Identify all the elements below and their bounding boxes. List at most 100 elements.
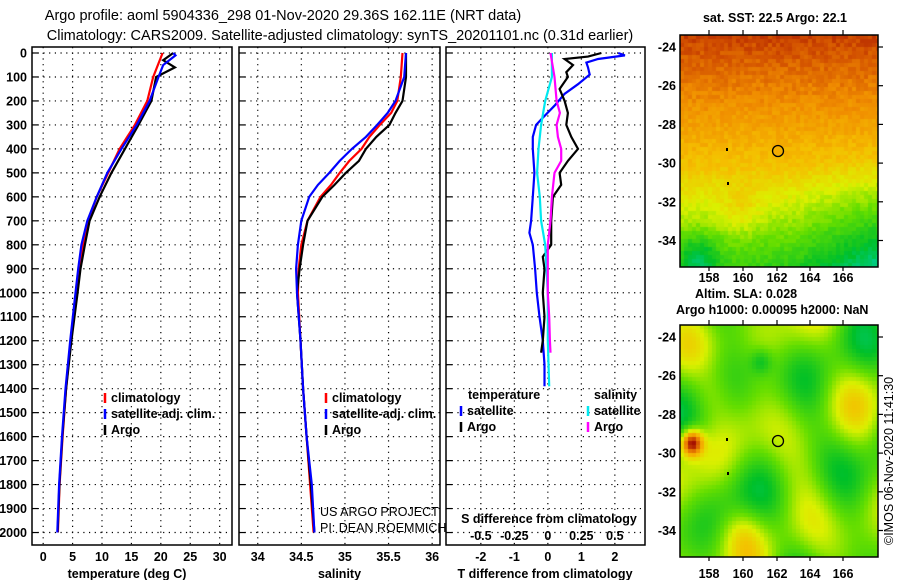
credit-project: US ARGO PROJECT bbox=[320, 505, 439, 519]
salinity-series-satellite-adj-clim--line bbox=[294, 52, 408, 533]
coast-fragment bbox=[727, 472, 729, 475]
legend-label: Argo bbox=[594, 420, 624, 434]
x2-tick-label: -0.25 bbox=[500, 529, 529, 543]
y-tick-label: 400 bbox=[6, 142, 27, 156]
legend-label: satellite bbox=[467, 404, 514, 418]
x2-axis-label: S difference from climatology bbox=[461, 512, 637, 526]
x-tick-label: 35.5 bbox=[376, 550, 400, 564]
x-tick-label: -2 bbox=[475, 550, 486, 564]
credit-pi: PI: DEAN ROEMMICH bbox=[320, 521, 446, 535]
lat-tick-label: -30 bbox=[658, 157, 676, 171]
title-line-1: Argo profile: aoml 5904336_298 01-Nov-20… bbox=[45, 8, 521, 24]
y-tick-label: 700 bbox=[6, 214, 27, 228]
lat-tick-label: -26 bbox=[658, 79, 676, 93]
plot-frame bbox=[238, 46, 441, 546]
legend-label: Argo bbox=[467, 420, 497, 434]
lat-tick-label: -34 bbox=[658, 524, 676, 538]
y-tick-label: 1300 bbox=[0, 358, 27, 372]
legend-header-salinity: salinity bbox=[594, 388, 637, 402]
lon-tick-label: 162 bbox=[767, 271, 788, 285]
lon-tick-label: 166 bbox=[833, 271, 854, 285]
legend-label: climatology bbox=[111, 391, 181, 405]
y-tick-label: 1900 bbox=[0, 502, 27, 516]
difference-series-argo-line bbox=[546, 52, 563, 353]
lon-tick-label: 164 bbox=[800, 271, 821, 285]
argo-height-values: Argo h1000: 0.00095 h2000: NaN bbox=[676, 303, 868, 317]
x-tick-label: 34.5 bbox=[289, 550, 313, 564]
x-tick-label: 35 bbox=[338, 550, 352, 564]
y-tick-label: 900 bbox=[6, 262, 27, 276]
y-tick-label: 600 bbox=[6, 190, 27, 204]
plot-frame bbox=[445, 46, 646, 546]
lat-tick-label: -24 bbox=[658, 41, 676, 55]
x2-tick-label: 0.5 bbox=[606, 529, 623, 543]
lat-tick-label: -30 bbox=[658, 447, 676, 461]
sla-map-frame bbox=[679, 324, 879, 558]
y-tick-label: 500 bbox=[6, 166, 27, 180]
lon-tick-label: 160 bbox=[733, 567, 754, 580]
y-tick-label: 100 bbox=[6, 70, 27, 84]
legend-label: satellite-adj. clim. bbox=[332, 407, 436, 421]
y-tick-label: 2000 bbox=[0, 526, 27, 540]
x-tick-label: -1 bbox=[509, 550, 520, 564]
lon-tick-label: 162 bbox=[767, 567, 788, 580]
salinity-plot: 34 34.5 35 35.5 36 salinity climatology satelli… bbox=[238, 46, 441, 580]
sla-value: Altim. SLA: 0.028 bbox=[695, 287, 797, 301]
lon-tick-label: 164 bbox=[800, 567, 821, 580]
x2-tick-label: -0.5 bbox=[470, 529, 492, 543]
y-tick-label: 200 bbox=[6, 94, 27, 108]
x-tick-label: 0 bbox=[40, 550, 47, 564]
legend-label: satellite bbox=[594, 404, 641, 418]
temperature-plot: 0 5 10 15 20 25 30 temperature (deg C) 0 100 200 30… bbox=[0, 46, 233, 580]
x-tick-label: 30 bbox=[213, 550, 227, 564]
difference-series-argo-line bbox=[540, 51, 602, 353]
x-tick-label: 25 bbox=[183, 550, 197, 564]
y-tick-label: 1500 bbox=[0, 406, 27, 420]
coast-fragment bbox=[726, 148, 728, 151]
lon-tick-label: 158 bbox=[699, 271, 720, 285]
legend-label: Argo bbox=[332, 423, 362, 437]
y-tick-label: 1200 bbox=[0, 334, 27, 348]
coast-fragment bbox=[727, 182, 729, 185]
difference-plot: -2 -1 0 1 2 T difference from climatology temp… bbox=[445, 46, 646, 580]
lon-tick-label: 166 bbox=[833, 567, 854, 580]
y-tick-label: 1600 bbox=[0, 430, 27, 444]
y-tick-label: 1400 bbox=[0, 382, 27, 396]
y-tick-label: 1100 bbox=[0, 310, 27, 324]
x-tick-label: 34 bbox=[251, 550, 265, 564]
x-tick-label: 20 bbox=[154, 550, 168, 564]
title-line-2: Climatology: CARS2009. Satellite-adjuste… bbox=[47, 28, 634, 44]
temperature-series-satellite-adj-clim--line bbox=[56, 52, 178, 533]
x-tick-label: 10 bbox=[95, 550, 109, 564]
lat-tick-label: -28 bbox=[658, 118, 676, 132]
x-tick-label: 15 bbox=[124, 550, 138, 564]
x-axis-label: T difference from climatology bbox=[457, 567, 632, 580]
sst-map-frame bbox=[679, 34, 879, 268]
lat-tick-label: -26 bbox=[658, 369, 676, 383]
imos-stamp: ©IMOS 06-Nov-2020 11:41:30 bbox=[882, 377, 896, 545]
coast-fragment bbox=[726, 438, 728, 441]
argo-position-marker bbox=[771, 144, 785, 158]
y-tick-label: 800 bbox=[6, 238, 27, 252]
argo-position-marker bbox=[771, 434, 785, 448]
legend-header-temperature: temperature bbox=[468, 388, 540, 402]
y-tick-label: 300 bbox=[6, 118, 27, 132]
lat-tick-label: -28 bbox=[658, 408, 676, 422]
x2-tick-label: 0 bbox=[544, 529, 551, 543]
plot-frame bbox=[31, 46, 233, 546]
x2-tick-label: 0.25 bbox=[569, 529, 593, 543]
x-tick-label: 36 bbox=[425, 550, 439, 564]
x-axis-label: salinity bbox=[318, 567, 361, 580]
y-tick-label: 1800 bbox=[0, 478, 27, 492]
sla-map bbox=[680, 325, 878, 557]
x-tick-label: 2 bbox=[611, 550, 618, 564]
y-tick-label: 1000 bbox=[0, 286, 27, 300]
y-tick-label: 0 bbox=[20, 46, 27, 60]
y-tick-label: 1700 bbox=[0, 454, 27, 468]
difference-series-satellite-line bbox=[528, 51, 626, 387]
lat-tick-label: -32 bbox=[658, 195, 676, 209]
legend-label: Argo bbox=[111, 423, 141, 437]
legend-label: climatology bbox=[332, 391, 402, 405]
x-tick-label: 0 bbox=[544, 550, 551, 564]
